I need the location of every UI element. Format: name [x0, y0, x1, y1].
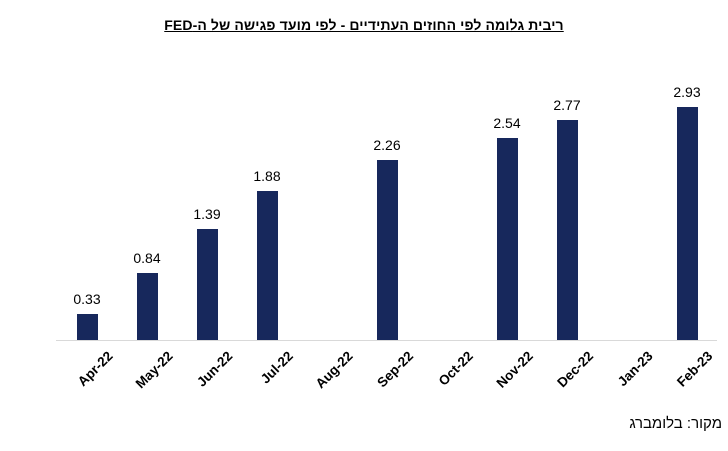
bar-may-22 [136, 273, 158, 340]
chart-title: ריבית גלומה לפי החוזים העתידיים - לפי מו… [164, 17, 564, 33]
bar-value-label-may-22: 0.84 [133, 250, 161, 267]
bar-feb-23 [676, 107, 698, 340]
source-note: מקור: בלומברג [629, 415, 722, 432]
bar-nov-22 [496, 138, 518, 340]
bar-apr-22 [76, 313, 98, 340]
bar-dec-22 [556, 119, 578, 340]
x-axis-label-jul-22: Jul-22 [257, 348, 296, 387]
bar-value-label-dec-22: 2.77 [553, 96, 581, 113]
x-axis-label-dec-22: Dec-22 [553, 348, 596, 391]
x-axis-label-nov-22: Nov-22 [493, 348, 536, 391]
x-axis-label-apr-22: Apr-22 [75, 348, 116, 390]
x-axis-label-sep-22: Sep-22 [373, 348, 416, 391]
x-axis-label-jan-23: Jan-23 [615, 348, 656, 390]
x-axis-label-oct-22: Oct-22 [435, 348, 476, 389]
x-axis-label-aug-22: Aug-22 [312, 348, 356, 392]
x-axis-line [56, 340, 717, 341]
bar-jun-22 [196, 229, 218, 340]
bar-value-label-nov-22: 2.54 [493, 115, 521, 132]
bar-value-label-jun-22: 1.39 [193, 206, 221, 223]
x-axis-label-may-22: May-22 [132, 348, 176, 392]
bar-value-label-feb-23: 2.93 [673, 84, 701, 101]
bar-value-label-sep-22: 2.26 [373, 137, 401, 154]
x-axis-label-feb-23: Feb-23 [674, 348, 716, 390]
x-axis-label-jun-22: Jun-22 [194, 348, 236, 390]
bar-value-label-apr-22: 0.33 [73, 290, 101, 307]
bar-value-label-jul-22: 1.88 [253, 167, 281, 184]
bar-jul-22 [256, 190, 278, 340]
bar-sep-22 [376, 160, 398, 340]
